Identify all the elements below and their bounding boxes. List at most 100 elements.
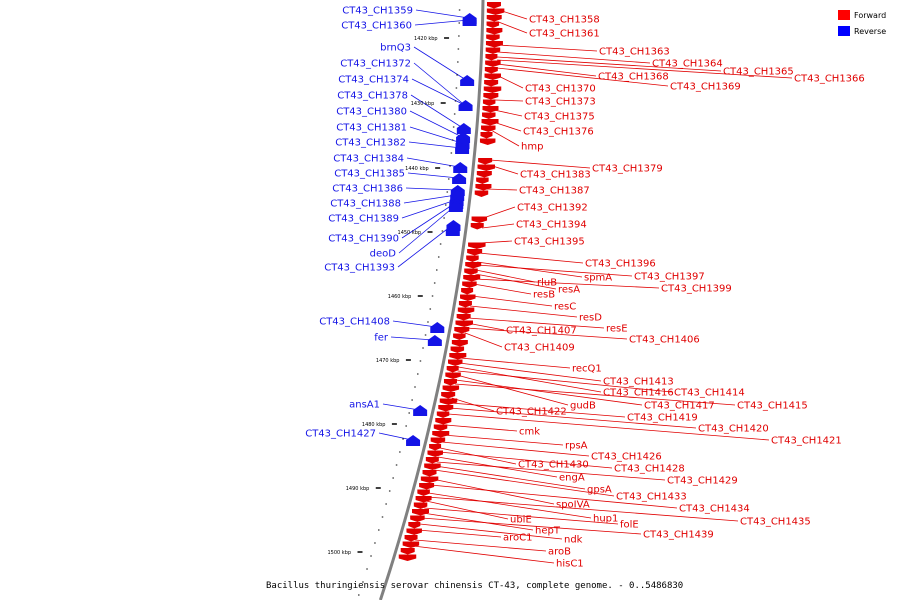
forward-gene <box>410 515 425 522</box>
forward-connector <box>466 322 505 331</box>
forward-gene-label: hmp <box>521 142 543 153</box>
forward-connector <box>419 523 563 540</box>
reverse-connector <box>408 141 462 149</box>
forward-gene-label: CT43_CH1415 <box>737 401 808 412</box>
forward-connector <box>427 496 739 522</box>
forward-connector <box>498 21 528 34</box>
forward-gene <box>439 398 458 405</box>
reverse-gene <box>445 225 460 236</box>
forward-gene-label: CT43_CH1407 <box>506 326 577 337</box>
forward-gene-label: CT43_CH1358 <box>529 15 600 26</box>
forward-gene-label: CT43_CH1395 <box>514 237 585 248</box>
forward-gene <box>483 86 502 93</box>
reverse-gene <box>460 75 475 86</box>
reverse-gene-label: CT43_CH1384 <box>333 154 404 165</box>
forward-gene <box>433 424 448 431</box>
forward-gene <box>463 275 481 282</box>
forward-connector <box>424 507 619 525</box>
reverse-connector <box>401 202 456 239</box>
reverse-gene <box>413 405 428 416</box>
forward-gene <box>484 80 499 87</box>
forward-gene-label: CT43_CH1406 <box>629 335 700 346</box>
reverse-connector <box>413 62 465 106</box>
reverse-gene-label: CT43_CH1385 <box>334 169 405 180</box>
forward-connector <box>417 529 502 538</box>
forward-gene <box>429 444 442 451</box>
forward-gene-label: resA <box>558 285 580 296</box>
forward-gene <box>422 470 437 477</box>
forward-gene <box>449 353 467 360</box>
forward-gene <box>406 528 422 535</box>
legend-reverse-swatch <box>838 26 850 36</box>
forward-gene <box>404 535 418 542</box>
forward-connector <box>465 332 503 348</box>
forward-gene <box>482 106 499 113</box>
forward-gene <box>476 177 489 184</box>
reverse-connector <box>403 194 457 204</box>
forward-connector <box>457 370 673 393</box>
forward-gene-label: CT43_CH1435 <box>740 517 811 528</box>
forward-gene-label: CT43_CH1421 <box>771 436 842 447</box>
genome-backbone <box>378 0 485 600</box>
forward-gene-label: CT43_CH1439 <box>643 530 714 541</box>
kbp-tick-label: 1490 kbp <box>346 486 370 492</box>
reverse-gene-label: fer <box>374 333 389 344</box>
reverse-connector <box>409 110 463 138</box>
forward-gene-label: CT43_CH1364 <box>652 59 723 70</box>
forward-connector <box>482 223 515 229</box>
reverse-gene-label: CT43_CH1386 <box>332 184 403 195</box>
reverse-gene-label: CT43_CH1393 <box>324 263 395 274</box>
reverse-connector <box>410 94 464 129</box>
forward-gene-label: CT43_CH1365 <box>723 67 794 78</box>
forward-gene-label: CT43_CH1387 <box>519 186 590 197</box>
forward-gene <box>471 216 488 223</box>
forward-gene-label: CT43_CH1419 <box>627 413 698 424</box>
reverse-gene-label: CT43_CH1427 <box>305 429 376 440</box>
legend-reverse-label: Reverse <box>854 27 886 36</box>
forward-gene <box>486 21 500 28</box>
forward-connector <box>426 500 509 520</box>
forward-gene <box>476 171 492 178</box>
reverse-gene-label: CT43_CH1378 <box>337 91 408 102</box>
forward-gene-label: CT43_CH1376 <box>523 127 594 138</box>
forward-gene-label: CT43_CH1397 <box>634 272 705 283</box>
forward-gene-label: hisC1 <box>556 559 584 570</box>
legend-forward-swatch <box>838 10 850 20</box>
forward-connector <box>434 469 615 497</box>
reverse-connector <box>401 199 456 219</box>
reverse-gene-label: CT43_CH1408 <box>319 317 390 328</box>
forward-gene-label: resE <box>606 324 628 335</box>
forward-connector <box>455 379 643 406</box>
forward-gene-label: ndk <box>564 535 583 546</box>
forward-connector <box>477 261 583 278</box>
forward-gene-label: CT43_CH1370 <box>525 84 596 95</box>
forward-connector <box>421 517 642 535</box>
forward-gene <box>466 255 479 262</box>
forward-gene-label: CT43_CH1409 <box>504 343 575 354</box>
reverse-connector <box>415 9 469 19</box>
forward-gene-label: gpsA <box>587 485 612 496</box>
forward-gene-label: CT43_CH1420 <box>698 424 769 435</box>
forward-gene <box>420 476 439 483</box>
forward-gene-label: cmk <box>519 427 540 438</box>
forward-connector <box>441 441 590 457</box>
forward-gene-label: CT43_CH1399 <box>661 284 732 295</box>
forward-gene-label: CT43_CH1375 <box>524 112 595 123</box>
forward-connector <box>436 461 666 481</box>
reverse-gene <box>462 15 477 26</box>
forward-gene <box>454 327 470 334</box>
reverse-gene <box>452 173 467 184</box>
forward-gene <box>413 502 428 509</box>
forward-connector <box>439 451 613 469</box>
forward-connector <box>483 206 516 219</box>
forward-connector <box>476 264 633 277</box>
forward-gene-label: CT43_CH1434 <box>679 504 750 515</box>
kbp-tick-label: 1460 kbp <box>388 294 412 300</box>
reverse-gene-label: CT43_CH1374 <box>338 75 409 86</box>
forward-gene <box>475 184 492 191</box>
forward-gene <box>474 190 489 197</box>
kbp-tick-label: 1440 kbp <box>405 166 429 172</box>
forward-connector <box>497 44 598 52</box>
reverse-gene-label: CT43_CH1382 <box>335 138 406 149</box>
